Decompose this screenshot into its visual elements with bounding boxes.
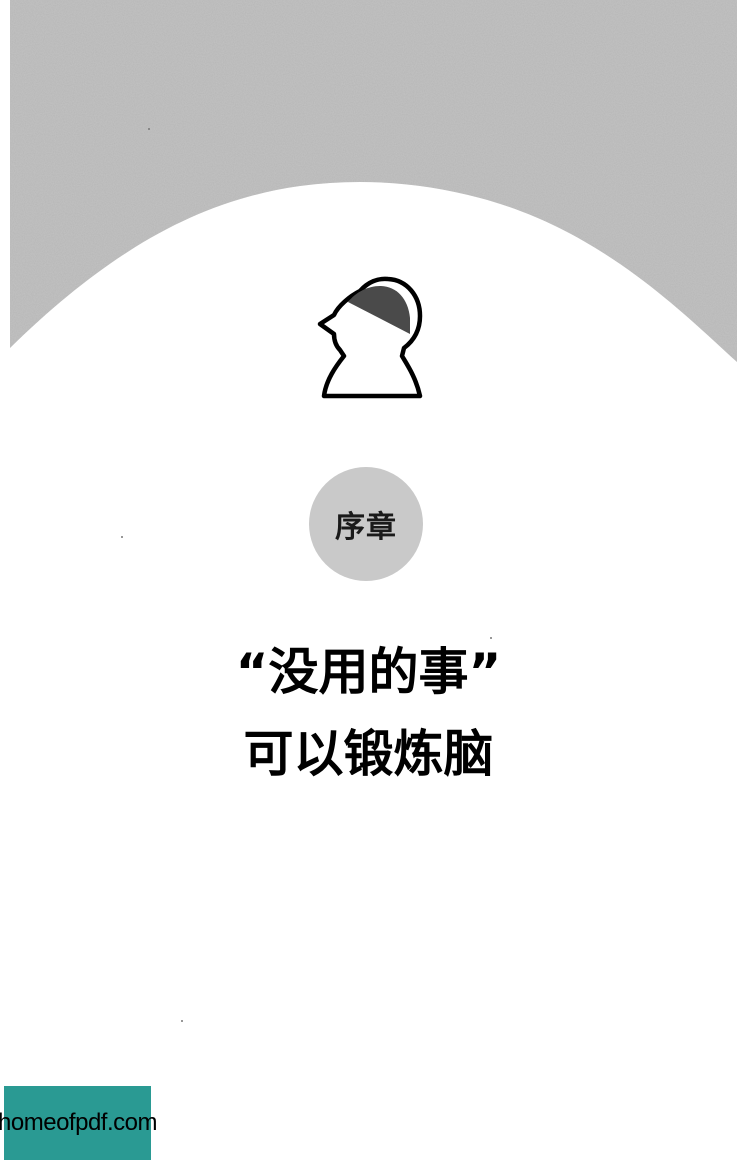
chapter-label: 序章 bbox=[335, 510, 397, 545]
chapter-title-line-2: 可以锻炼脑 bbox=[243, 725, 494, 783]
watermark-badge: homeofpdf.com bbox=[0, 1086, 157, 1160]
scan-speck bbox=[121, 536, 123, 538]
scan-speck bbox=[490, 637, 492, 639]
chapter-badge: 序章 bbox=[309, 467, 423, 581]
watermark-text: homeofpdf.com bbox=[0, 1109, 157, 1136]
head-profile-icon bbox=[317, 276, 423, 399]
chapter-title-line-1: “没用的事” bbox=[235, 643, 502, 701]
scan-speck bbox=[148, 128, 150, 130]
scan-speck bbox=[181, 1020, 183, 1022]
top-arc-texture bbox=[10, 0, 737, 362]
